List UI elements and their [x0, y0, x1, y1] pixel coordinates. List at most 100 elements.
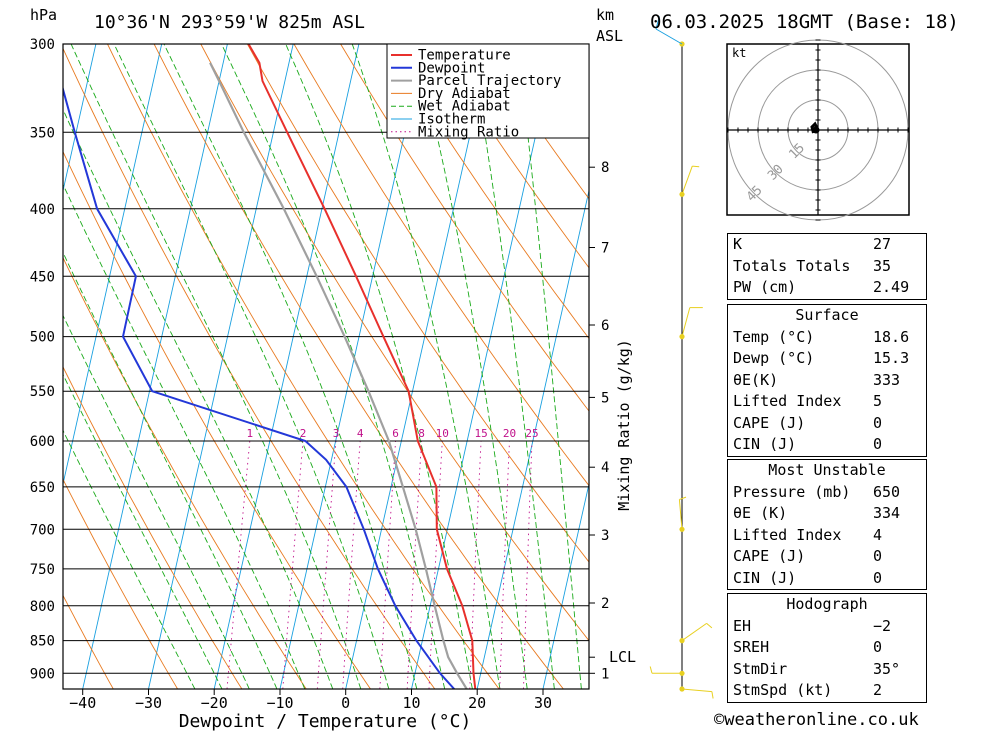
mixing-ratio-label: 1	[246, 427, 253, 440]
dry-adiabat-line	[433, 44, 589, 269]
pressure-tick-label: 500	[30, 330, 55, 346]
mixing-ratio-line	[379, 440, 397, 689]
isotherm-line	[345, 44, 491, 689]
isotherm-line	[148, 44, 294, 689]
wind-barb-dot	[679, 526, 685, 532]
index-key: CIN (J)	[733, 568, 797, 587]
pressure-tick-label: 900	[30, 666, 55, 682]
legend-label: Temperature	[418, 48, 511, 64]
surface-section-title: Surface	[795, 306, 859, 324]
x-tick-label: −40	[69, 694, 96, 712]
mixing-ratio-label: 6	[392, 427, 399, 440]
dry-adiabat-line	[63, 150, 371, 689]
dry-adiabat-line	[340, 44, 589, 412]
mixing-ratio-axis-title: Mixing Ratio (g/kg)	[615, 339, 633, 511]
index-key: CAPE (J)	[733, 547, 806, 565]
pressure-tick-label: 450	[30, 269, 55, 285]
index-key: Dewp (°C)	[733, 349, 815, 367]
dry-adiabat-line	[63, 256, 307, 689]
indices-most-unstable-table: Most Unstable Pressure (mb) 650 θE (K) 334 Li…	[727, 459, 927, 590]
km-tick-label: 5	[601, 390, 609, 406]
dry-adiabat-line	[200, 44, 589, 642]
wet-adiabat-line	[63, 183, 306, 689]
index-row: CAPE (J) 0	[728, 413, 926, 435]
index-key: CAPE (J)	[733, 413, 806, 432]
isotherm-line	[542, 481, 589, 689]
index-row: StmDir 35°	[728, 659, 926, 681]
dry-adiabat-line	[63, 47, 436, 689]
mixing-ratio-label: 20	[503, 427, 516, 440]
wet-adiabat-line	[469, 44, 555, 689]
datetime-title: 06.03.2025 18GMT (Base: 18)	[650, 11, 959, 33]
index-key: EH	[733, 616, 752, 635]
index-key: Lifted Index	[733, 392, 842, 410]
mixing-ratio-label: 25	[525, 427, 538, 440]
index-value: 0	[873, 568, 883, 587]
most-unstable-section-title: Most Unstable	[768, 461, 886, 479]
isobars	[63, 43, 589, 674]
isotherm-line	[63, 44, 97, 193]
mixing-ratio-label: 4	[357, 427, 364, 440]
indices-general-table: K 27 Totals Totals 35 PW (cm) 2.49	[727, 233, 927, 300]
mixing-ratio-line	[428, 440, 443, 689]
index-value: 2	[873, 681, 883, 699]
wind-barb-staff	[681, 165, 693, 195]
wind-barb-flag	[649, 666, 653, 674]
x-tick-label: 0	[341, 694, 350, 712]
pressure-tick-label: 400	[30, 202, 55, 218]
index-row: Pressure (mb) 650	[728, 482, 926, 504]
index-row: SREH 0	[728, 637, 926, 659]
pressure-tick-label: 850	[30, 634, 55, 650]
index-row: StmSpd (kt) 2	[728, 680, 926, 702]
mixing-ratio-labels: 1 2 3 4 6 8 10 15 20 25	[246, 427, 538, 440]
pressure-tick-label: 600	[30, 434, 55, 450]
index-value: 5	[873, 392, 883, 410]
pressure-tick-label: 350	[30, 125, 55, 141]
wet-adiabat-line	[63, 314, 250, 689]
parcel-trajectory	[209, 62, 468, 689]
index-row: θE(K) 333	[728, 370, 926, 392]
hodograph-unit-label: kt	[732, 46, 746, 60]
copyright-footer: ©weatheronline.co.uk	[714, 710, 919, 730]
index-value: 35°	[873, 659, 901, 678]
wind-barb-flag	[706, 623, 713, 629]
isotherm-line	[213, 44, 360, 689]
index-row: Temp (°C) 18.6	[728, 327, 926, 349]
km-tick-label: 6	[601, 318, 609, 334]
index-key: θE (K)	[733, 504, 788, 522]
hodograph-section-title: Hodograph	[786, 595, 868, 613]
index-row: CAPE (J) 0	[728, 546, 926, 568]
index-key: Lifted Index	[733, 525, 842, 544]
wind-barb-staff	[678, 499, 683, 530]
index-value: 333	[873, 370, 901, 389]
index-value: 27	[873, 235, 892, 253]
legend-label: Dewpoint	[418, 60, 485, 76]
dry-adiabat-line	[247, 44, 589, 563]
wet-adiabat-line	[63, 251, 278, 689]
indices-hodograph-table: Hodograph EH −2 SREH 0 StmDir 35° StmSpd (kt) 2	[727, 593, 927, 703]
hodograph-storm-motion	[812, 126, 820, 134]
asl-unit-label: ASL	[596, 27, 623, 45]
pressure-tick-label: 800	[30, 599, 55, 615]
legend-label: Isotherm	[418, 112, 485, 128]
mixing-ratio-line	[316, 440, 337, 689]
pressure-axis: 300 350 400 450 500 550 600 650 700 750 800 850 900	[30, 37, 55, 682]
km-tick-label: 2	[601, 596, 609, 612]
mixing-ratio-line	[226, 440, 251, 689]
lcl-label: LCL	[609, 648, 636, 666]
km-unit-label: km	[596, 6, 614, 24]
mixing-ratio-line	[282, 440, 304, 689]
legend-label: Wet Adiabat	[418, 99, 511, 115]
index-value: 35	[873, 256, 892, 275]
dry-adiabat-line	[63, 365, 243, 689]
plot-frame	[62, 43, 590, 690]
dry-adiabat-line	[107, 44, 500, 689]
index-value: 650	[873, 482, 901, 501]
mixing-ratio-label: 8	[418, 427, 425, 440]
index-key: CIN (J)	[733, 435, 797, 453]
index-row: Totals Totals 35	[728, 256, 926, 278]
index-value: 15.3	[873, 349, 910, 367]
